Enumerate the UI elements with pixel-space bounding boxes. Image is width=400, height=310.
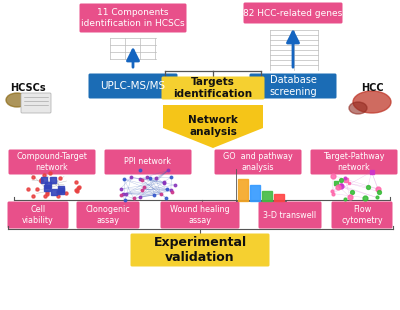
Text: PPI network: PPI network — [124, 157, 172, 166]
FancyBboxPatch shape — [104, 149, 192, 175]
Bar — [238, 179, 248, 201]
FancyBboxPatch shape — [162, 77, 264, 100]
Ellipse shape — [349, 102, 367, 114]
Text: Experimental
validation: Experimental validation — [154, 236, 246, 264]
Text: UPLC-MS/MS: UPLC-MS/MS — [100, 81, 166, 91]
FancyBboxPatch shape — [310, 149, 398, 175]
Bar — [274, 194, 284, 201]
Bar — [250, 185, 260, 201]
Text: Network
analysis: Network analysis — [188, 115, 238, 137]
Text: Clonogenic
assay: Clonogenic assay — [86, 205, 130, 225]
FancyBboxPatch shape — [8, 202, 68, 228]
Text: Compound-Target
network: Compound-Target network — [16, 152, 88, 172]
Text: Target-Pathway
network: Target-Pathway network — [323, 152, 385, 172]
Text: Wound healing
assay: Wound healing assay — [170, 205, 230, 225]
FancyBboxPatch shape — [258, 202, 322, 228]
Bar — [262, 191, 272, 201]
FancyBboxPatch shape — [88, 73, 178, 99]
Polygon shape — [163, 105, 263, 148]
Text: Database
screening: Database screening — [269, 75, 317, 97]
Text: 3-D transwell: 3-D transwell — [264, 210, 316, 219]
FancyBboxPatch shape — [80, 3, 186, 33]
Text: GO  and pathway
analysis: GO and pathway analysis — [223, 152, 293, 172]
FancyBboxPatch shape — [130, 233, 270, 267]
Text: Cell
viability: Cell viability — [22, 205, 54, 225]
FancyBboxPatch shape — [8, 149, 96, 175]
FancyBboxPatch shape — [21, 93, 51, 113]
Text: 82 HCC-related genes: 82 HCC-related genes — [243, 8, 343, 17]
Text: Targets
identification: Targets identification — [174, 77, 252, 99]
FancyBboxPatch shape — [76, 202, 140, 228]
Ellipse shape — [353, 91, 391, 113]
FancyBboxPatch shape — [214, 149, 302, 175]
Text: HCC: HCC — [361, 83, 383, 93]
FancyBboxPatch shape — [332, 202, 392, 228]
Text: 11 Components
identification in HCSCs: 11 Components identification in HCSCs — [81, 8, 185, 28]
Ellipse shape — [6, 93, 28, 107]
FancyBboxPatch shape — [244, 2, 342, 24]
Text: Flow
cytometry: Flow cytometry — [341, 205, 383, 225]
FancyBboxPatch shape — [250, 73, 336, 99]
Text: HCSCs: HCSCs — [10, 83, 46, 93]
FancyBboxPatch shape — [160, 202, 240, 228]
